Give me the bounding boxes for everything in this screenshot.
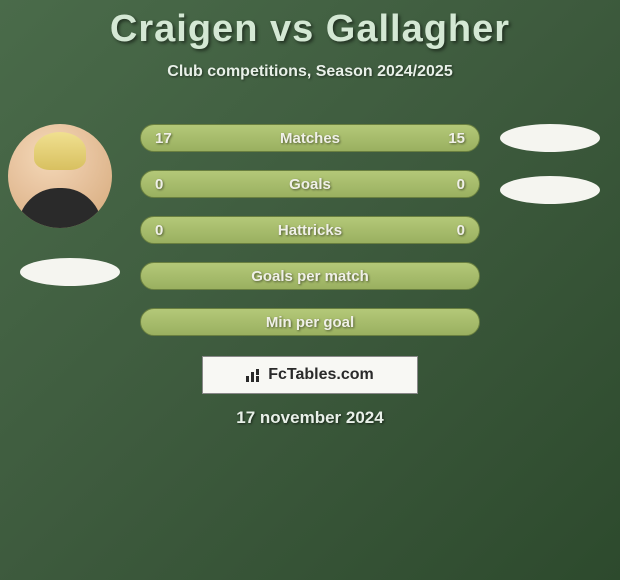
stat-label: Goals per match bbox=[141, 268, 479, 285]
stat-row-hattricks: 0 Hattricks 0 bbox=[140, 216, 480, 244]
brand-watermark: FcTables.com bbox=[202, 356, 418, 394]
stat-label: Min per goal bbox=[141, 314, 479, 331]
page-subtitle: Club competitions, Season 2024/2025 bbox=[0, 63, 620, 81]
player-left-avatar bbox=[8, 124, 112, 228]
bar-chart-icon bbox=[246, 368, 264, 382]
stat-right-value: 15 bbox=[448, 130, 465, 147]
stat-row-min-per-goal: Min per goal bbox=[140, 308, 480, 336]
page-title: Craigen vs Gallagher bbox=[0, 0, 620, 51]
snapshot-date: 17 november 2024 bbox=[0, 408, 620, 428]
stat-left-value: 17 bbox=[155, 130, 172, 147]
stat-row-matches: 17 Matches 15 bbox=[140, 124, 480, 152]
stat-left-value: 0 bbox=[155, 222, 163, 239]
stat-label: Matches bbox=[141, 130, 479, 147]
stat-row-goals: 0 Goals 0 bbox=[140, 170, 480, 198]
player-right-club-logo bbox=[500, 176, 600, 204]
stat-row-goals-per-match: Goals per match bbox=[140, 262, 480, 290]
stat-label: Hattricks bbox=[141, 222, 479, 239]
stat-right-value: 0 bbox=[457, 222, 465, 239]
stat-label: Goals bbox=[141, 176, 479, 193]
player-left-club-logo bbox=[20, 258, 120, 286]
brand-text: FcTables.com bbox=[268, 366, 374, 384]
brand-label: FcTables.com bbox=[246, 366, 374, 384]
player-right-avatar-placeholder bbox=[500, 124, 600, 152]
stats-container: 17 Matches 15 0 Goals 0 0 Hattricks 0 Go… bbox=[140, 124, 480, 354]
stat-right-value: 0 bbox=[457, 176, 465, 193]
stat-left-value: 0 bbox=[155, 176, 163, 193]
